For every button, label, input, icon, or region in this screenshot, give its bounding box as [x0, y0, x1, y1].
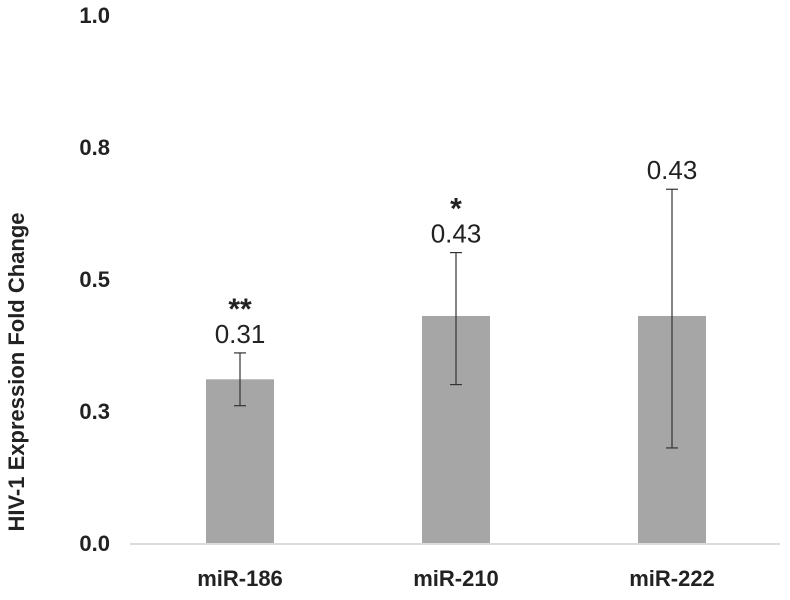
- data-label: 0.43: [647, 155, 698, 185]
- y-tick-label: 0.8: [79, 135, 110, 160]
- bars-group: 0.31**0.43*0.43: [206, 155, 706, 543]
- x-tick-label: miR-186: [197, 566, 283, 591]
- x-tick-label: miR-210: [413, 566, 499, 591]
- data-label: 0.43: [431, 219, 482, 249]
- y-tick-label: 0.5: [79, 267, 110, 292]
- data-label: 0.31: [215, 319, 266, 349]
- y-tick-label: 0.0: [79, 531, 110, 556]
- y-tick-label: 0.3: [79, 399, 110, 424]
- y-axis-ticks: 0.0 0.3 0.5 0.8 1.0: [79, 3, 110, 556]
- error-bar: [234, 352, 246, 407]
- error-bar: [450, 252, 462, 386]
- y-axis-title: HIV-1 Expression Fold Change: [4, 212, 29, 531]
- y-tick-label: 1.0: [79, 3, 110, 28]
- significance-marker: **: [228, 293, 252, 326]
- x-tick-label: miR-222: [629, 566, 715, 591]
- y-axis-title-group: HIV-1 Expression Fold Change: [4, 212, 29, 531]
- error-bar: [666, 188, 678, 449]
- x-axis-ticks: miR-186 miR-210 miR-222: [197, 566, 715, 591]
- bar: [206, 379, 274, 543]
- significance-marker: *: [450, 193, 462, 226]
